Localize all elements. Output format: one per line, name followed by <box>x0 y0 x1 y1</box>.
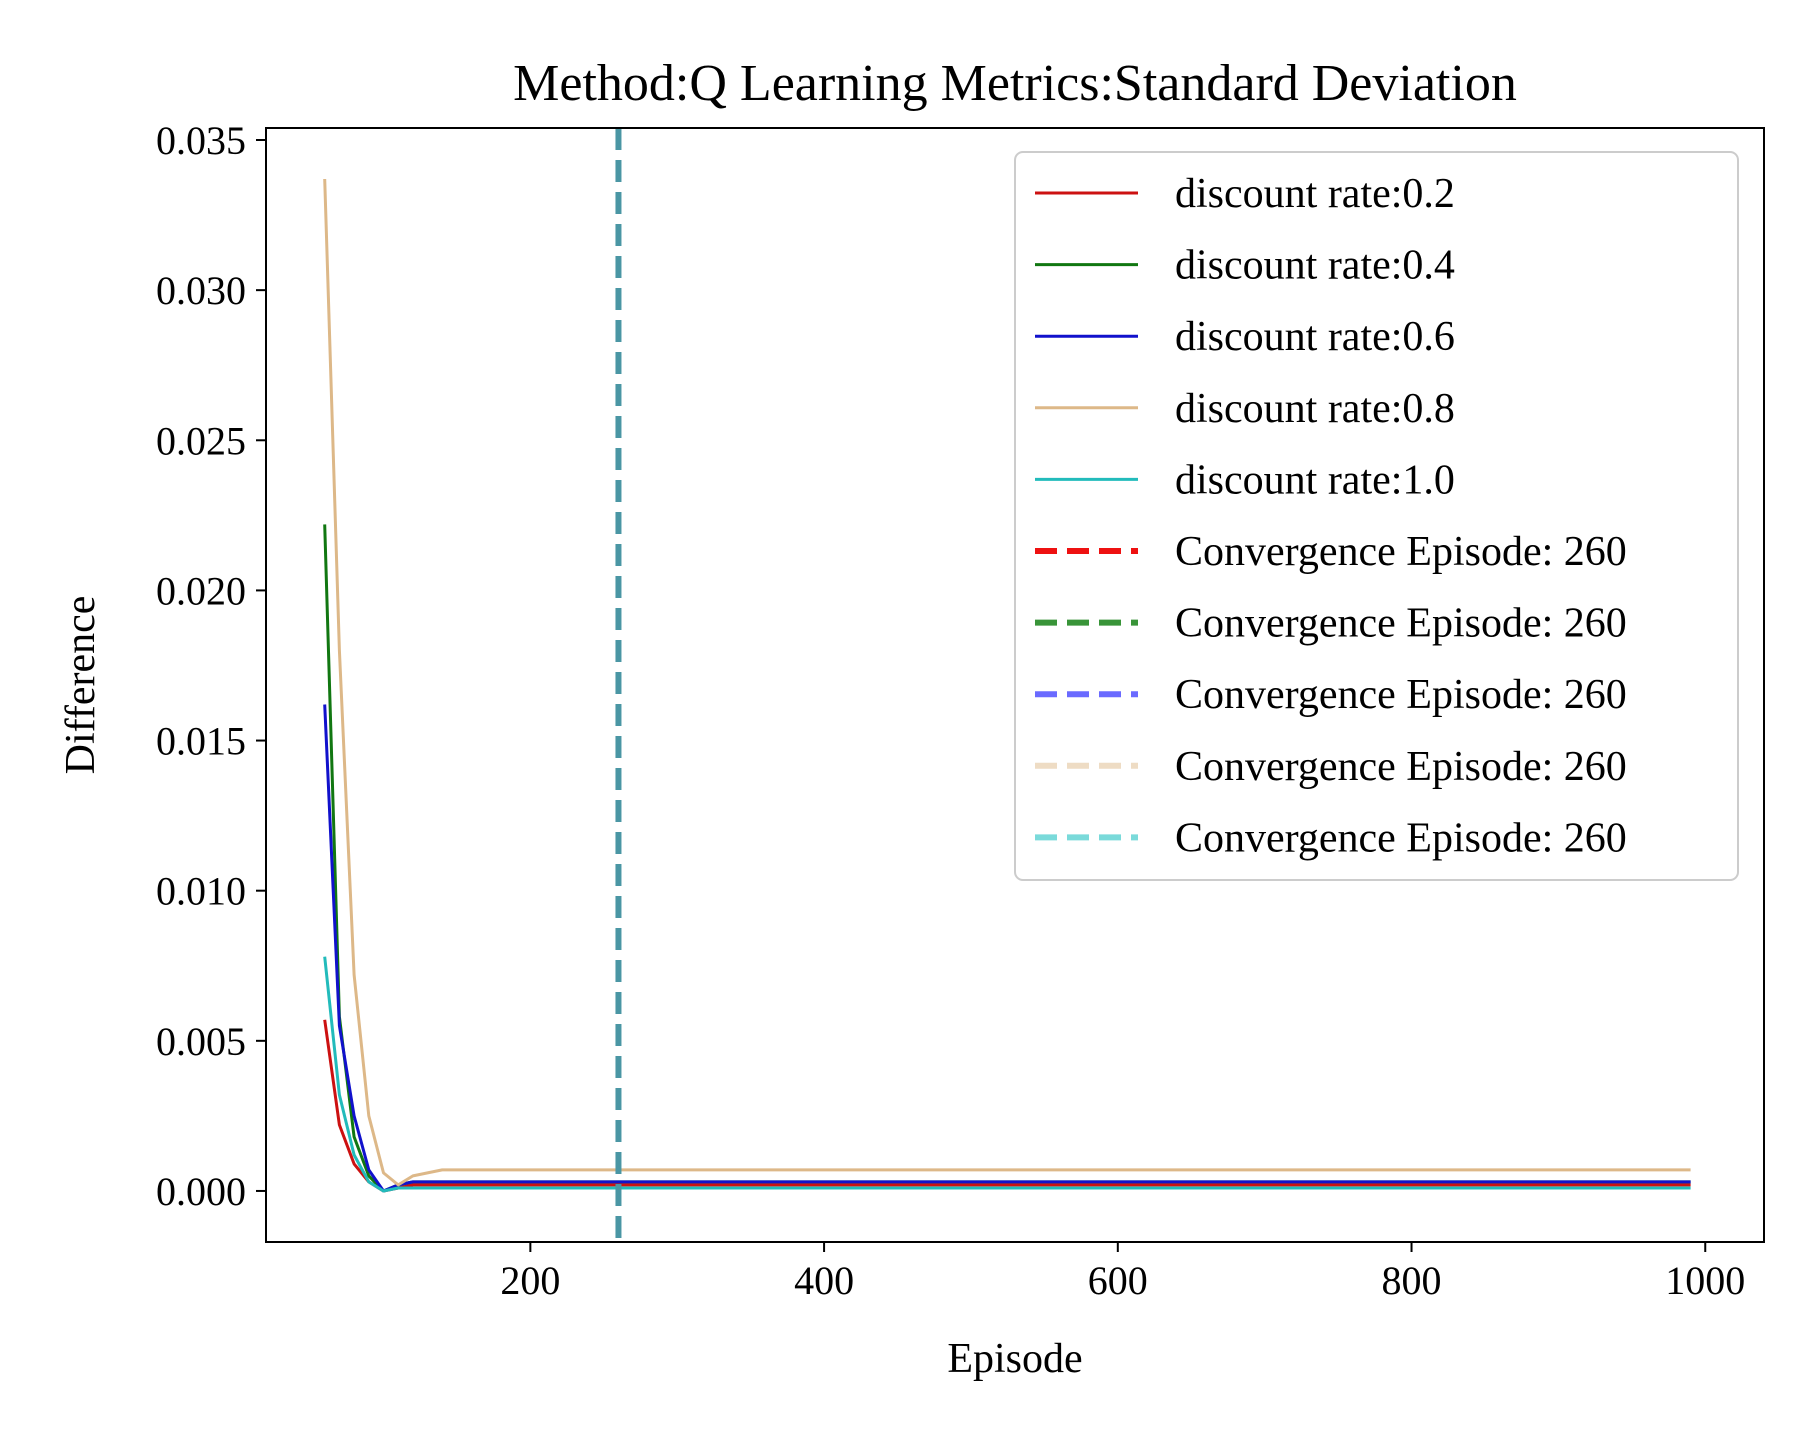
series-line-5 <box>323 956 1691 1193</box>
y-tick-label: 0.030 <box>156 268 246 313</box>
plot-lines <box>323 178 1691 1193</box>
x-axis-ticks: 200 400 600 800 1000 <box>500 1242 1745 1303</box>
y-tick-label: 0.025 <box>156 418 246 463</box>
legend-label-4: discount rate:0.8 <box>1175 386 1455 432</box>
x-tick-label: 600 <box>1088 1258 1148 1303</box>
series-line-3 <box>323 704 1691 1193</box>
legend-label-3: discount rate:0.6 <box>1175 314 1455 360</box>
y-tick-label: 0.015 <box>156 719 246 764</box>
y-tick-label: 0.010 <box>156 869 246 914</box>
x-tick-label: 800 <box>1382 1258 1442 1303</box>
x-axis-label: Episode <box>947 1336 1082 1382</box>
x-tick-label: 200 <box>500 1258 560 1303</box>
legend-label-1: discount rate:0.2 <box>1175 171 1455 217</box>
y-tick-label: 0.020 <box>156 568 246 613</box>
legend-label-9: Convergence Episode: 260 <box>1175 744 1627 790</box>
legend-box <box>1014 151 1739 881</box>
legend-label-6: Convergence Episode: 260 <box>1175 529 1627 575</box>
series-line-1 <box>323 1019 1691 1193</box>
y-tick-label: 0.035 <box>156 118 246 163</box>
legend-label-10: Convergence Episode: 260 <box>1175 815 1627 861</box>
y-tick-label: 0.000 <box>156 1169 246 1214</box>
y-axis-ticks: 0.000 0.005 0.010 0.015 0.020 0.025 0.030 0.035 <box>156 118 266 1214</box>
legend-label-8: Convergence Episode: 260 <box>1175 672 1627 718</box>
legend-items: discount rate:0.2 discount rate:0.4 discou… <box>1035 171 1627 861</box>
legend-label-5: discount rate:1.0 <box>1175 457 1455 503</box>
chart-title: Method:Q Learning Metrics:Standard Devia… <box>513 55 1517 112</box>
legend-label-2: discount rate:0.4 <box>1175 243 1455 289</box>
legend: discount rate:0.2 discount rate:0.4 discou… <box>1014 151 1739 881</box>
x-tick-label: 400 <box>794 1258 854 1303</box>
plot-frame <box>265 127 1765 1243</box>
legend-label-7: Convergence Episode: 260 <box>1175 601 1627 647</box>
y-tick-label: 0.005 <box>156 1019 246 1064</box>
y-axis-label: Difference <box>58 596 104 775</box>
series-line-4 <box>323 178 1691 1187</box>
x-tick-label: 1000 <box>1665 1258 1745 1303</box>
